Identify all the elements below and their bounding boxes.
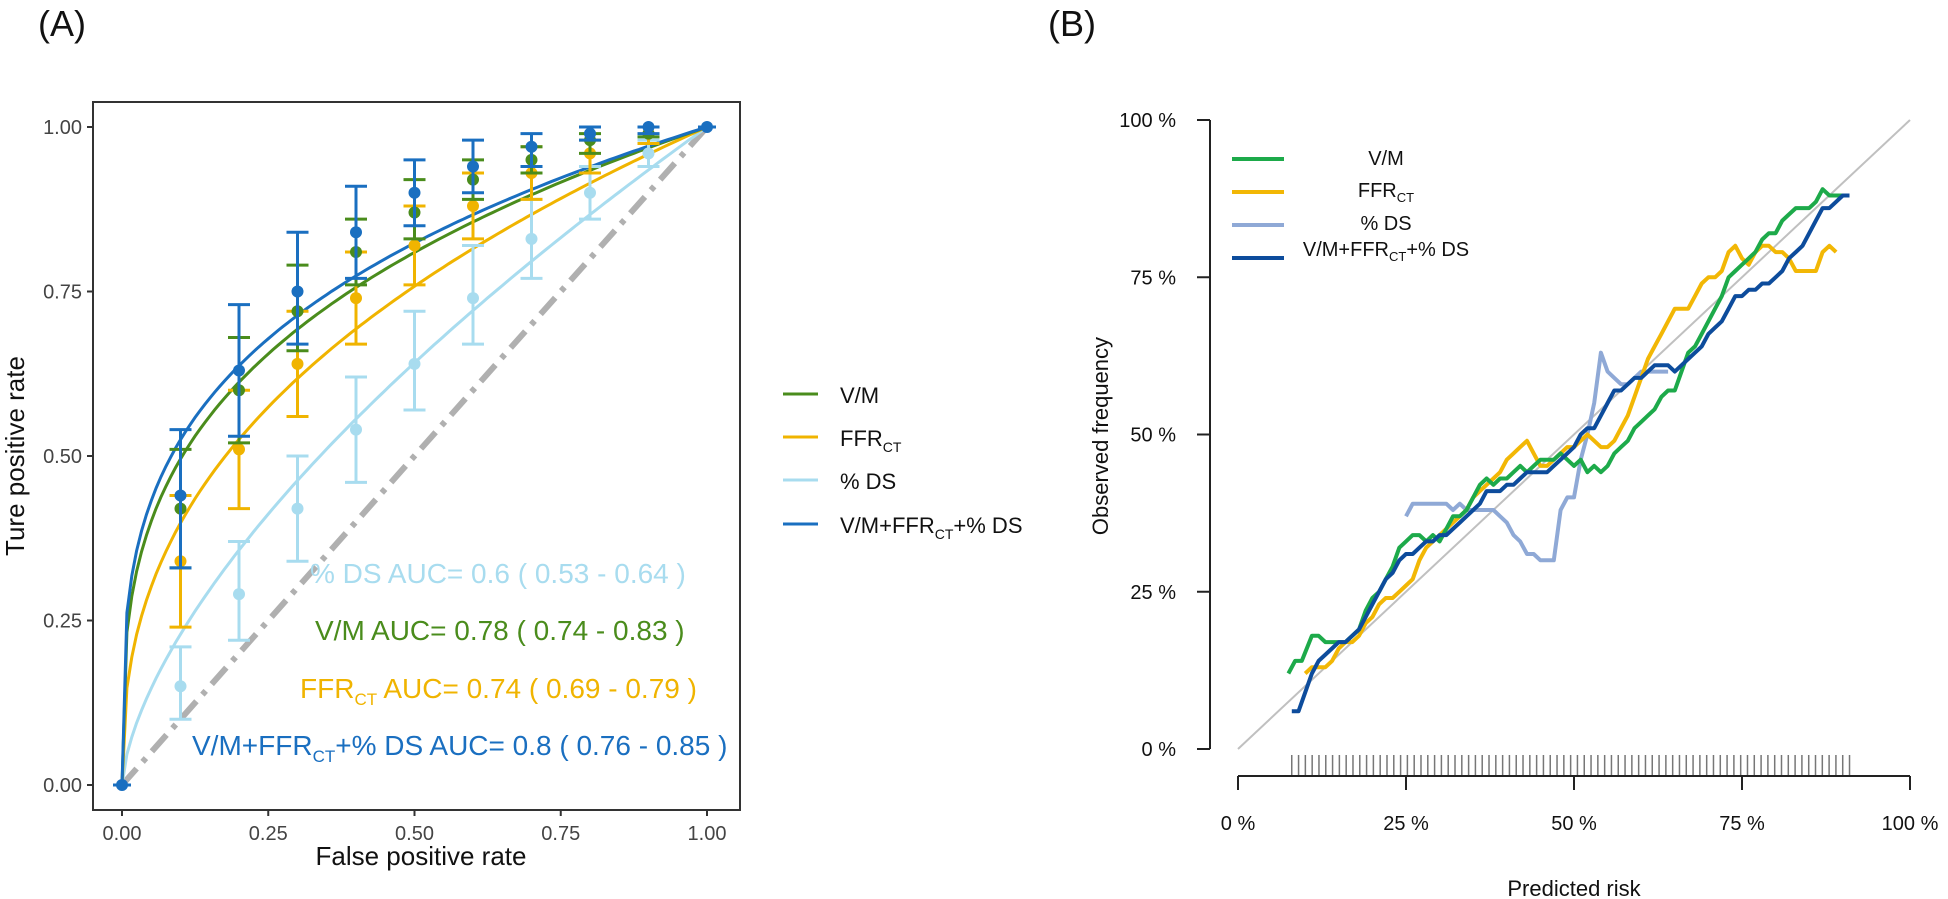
panel-b-label: (B) [1048, 3, 1096, 44]
auc-label-ffr-sub: CT [354, 690, 377, 709]
panel-b-y-ticks: 0 % 25 % 50 % 75 % 100 % [1119, 110, 1210, 761]
roc-point-ffr [408, 239, 421, 252]
legend-b-label-ffr-main: FFR [1358, 180, 1397, 202]
legend-a-label-ds: % DS [840, 469, 896, 494]
calibration-line-ffr [1303, 243, 1838, 675]
panel-b: (B) 0 % 25 % 50 % 75 % 100 % 0 % 25 % 50 % 75 %… [1048, 3, 1939, 899]
roc-point-ffr [233, 443, 245, 456]
b-y-tick-label: 25 % [1130, 582, 1176, 604]
auc-label-ffr: FFRCT AUC= 0.74 ( 0.69 - 0.79 ) [300, 673, 697, 709]
legend-b-label-combo-sub: CT [1389, 249, 1406, 264]
a-x-tick-label: 0.50 [395, 823, 434, 845]
legend-b-label-combo-rest: +% DS [1406, 239, 1469, 261]
roc-point-combo [350, 226, 362, 239]
legend-b-label-vm: V/M [1368, 148, 1404, 170]
roc-point-combo [525, 140, 538, 153]
legend-a-label-ffr-main: FFR [840, 426, 883, 451]
auc-label-combo-rest: +% DS AUC= 0.8 ( 0.76 - 0.85 ) [335, 730, 727, 761]
roc-point-combo [291, 285, 304, 298]
legend-b-label-ds: % DS [1360, 213, 1411, 235]
a-y-tick-label: 0.50 [43, 446, 82, 468]
calibration-line-combo [1291, 193, 1850, 714]
a-x-tick-label: 0.00 [103, 823, 142, 845]
panel-b-y-axis-label: Observed frequency [1088, 337, 1113, 535]
a-x-tick-label: 0.25 [249, 823, 288, 845]
b-y-tick-label: 100 % [1119, 110, 1176, 132]
panel-a-roc-points [113, 121, 716, 791]
panel-b-x-ticks: 0 % 25 % 50 % 75 % 100 % [1221, 776, 1939, 835]
roc-point-combo [467, 160, 479, 173]
roc-point-ds [174, 680, 187, 693]
roc-point-ds [291, 502, 304, 515]
roc-point-combo [408, 186, 421, 199]
legend-a-label-combo-sub: CT [935, 526, 954, 542]
panel-a-y-ticks: 0.00 0.25 0.50 0.75 1.00 [43, 117, 93, 797]
panel-a: (A) 0.00 0.25 0.50 0.75 1.00 0.00 0.25 0.50 0.7… [0, 3, 1023, 871]
panel-b-calibration-lines [1286, 187, 1850, 714]
roc-point-ds [467, 292, 479, 305]
panel-b-rug [1291, 755, 1851, 775]
legend-b-label-ffr: FFRCT [1358, 180, 1414, 205]
roc-point-ds [408, 357, 421, 370]
panel-a-legend: V/M FFRCT % DS V/M+FFRCT+% DS [783, 383, 1023, 542]
a-x-tick-label: 0.75 [541, 823, 580, 845]
panel-a-x-axis-label: False positive rate [316, 841, 527, 871]
legend-a-label-combo-main: V/M+FFR [840, 513, 935, 538]
roc-point-combo [233, 364, 245, 377]
b-x-tick-label: 75 % [1719, 813, 1765, 835]
panel-b-legend: V/M FFRCT % DS V/M+FFRCT+% DS [1232, 148, 1469, 264]
roc-point-ffr [350, 292, 362, 305]
legend-a-label-vm: V/M [840, 383, 879, 408]
auc-label-vm: V/M AUC= 0.78 ( 0.74 - 0.83 ) [315, 615, 685, 646]
a-y-tick-label: 0.75 [43, 282, 82, 304]
panel-a-label: (A) [38, 3, 86, 44]
b-x-tick-label: 100 % [1882, 813, 1939, 835]
legend-a-label-ffr-sub: CT [883, 439, 902, 455]
legend-b-label-combo: V/M+FFRCT+% DS [1303, 239, 1469, 264]
panel-b-reference-diagonal [1237, 119, 1911, 750]
panel-a-reference-diagonal [119, 125, 710, 787]
roc-point-ffr [467, 199, 479, 212]
roc-point-combo [174, 489, 187, 502]
a-y-tick-label: 1.00 [43, 117, 82, 139]
a-x-tick-label: 1.00 [688, 823, 727, 845]
legend-b-label-ffr-sub: CT [1397, 190, 1414, 205]
auc-label-combo-sub: CT [313, 747, 336, 766]
panel-a-x-ticks: 0.00 0.25 0.50 0.75 1.00 [103, 810, 727, 845]
b-y-tick-label: 75 % [1130, 267, 1176, 289]
b-x-tick-label: 0 % [1221, 813, 1256, 835]
roc-point-combo [642, 121, 655, 133]
b-x-tick-label: 25 % [1383, 813, 1429, 835]
roc-point-ffr [291, 357, 304, 370]
b-x-tick-label: 50 % [1551, 813, 1597, 835]
b-y-tick-label: 0 % [1142, 739, 1177, 761]
auc-label-ffr-rest: AUC= 0.74 ( 0.69 - 0.79 ) [377, 673, 697, 704]
legend-a-label-combo-rest: +% DS [953, 513, 1022, 538]
roc-point-ds [350, 423, 362, 436]
panel-a-y-axis-label: Ture positive rate [0, 356, 30, 556]
auc-label-combo: V/M+FFRCT+% DS AUC= 0.8 ( 0.76 - 0.85 ) [192, 730, 727, 766]
legend-b-label-combo-main: V/M+FFR [1303, 239, 1389, 261]
roc-point-ds [525, 232, 538, 245]
a-y-tick-label: 0.25 [43, 611, 82, 633]
auc-label-ds: % DS AUC= 0.6 ( 0.53 - 0.64 ) [310, 558, 686, 589]
panel-b-x-axis-label: Predicted risk [1507, 876, 1641, 899]
roc-point-ds [584, 186, 596, 199]
roc-point-ds [642, 147, 655, 160]
legend-a-label-ffr: FFRCT [840, 426, 902, 455]
auc-label-combo-main: V/M+FFR [192, 730, 313, 761]
roc-point-combo [584, 127, 596, 140]
auc-label-ffr-main: FFR [300, 673, 354, 704]
calibration-line-ds [1404, 350, 1669, 563]
a-y-tick-label: 0.00 [43, 775, 82, 797]
b-y-tick-label: 50 % [1130, 425, 1176, 447]
roc-point-ds [233, 588, 245, 601]
legend-a-label-combo: V/M+FFRCT+% DS [840, 513, 1023, 542]
